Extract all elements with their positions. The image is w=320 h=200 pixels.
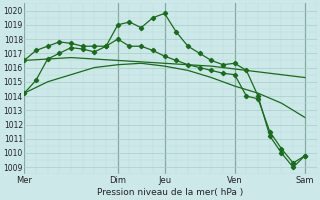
X-axis label: Pression niveau de la mer( hPa ): Pression niveau de la mer( hPa ) (97, 188, 244, 197)
